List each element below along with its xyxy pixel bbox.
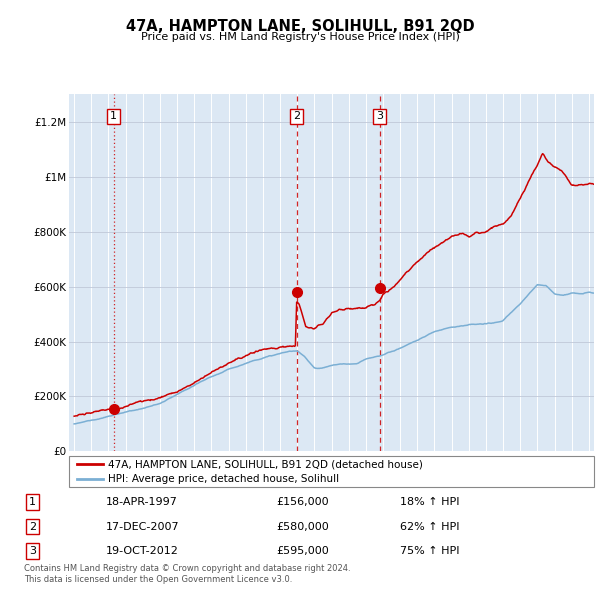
Text: This data is licensed under the Open Government Licence v3.0.: This data is licensed under the Open Gov… <box>24 575 292 584</box>
Text: 18-APR-1997: 18-APR-1997 <box>106 497 178 507</box>
Text: 2: 2 <box>293 112 300 122</box>
Text: 47A, HAMPTON LANE, SOLIHULL, B91 2QD: 47A, HAMPTON LANE, SOLIHULL, B91 2QD <box>125 19 475 34</box>
FancyBboxPatch shape <box>69 456 594 487</box>
Text: £580,000: £580,000 <box>277 522 329 532</box>
Text: 2: 2 <box>29 522 36 532</box>
Text: 62% ↑ HPI: 62% ↑ HPI <box>400 522 460 532</box>
Text: 18% ↑ HPI: 18% ↑ HPI <box>400 497 460 507</box>
Text: 17-DEC-2007: 17-DEC-2007 <box>106 522 179 532</box>
Text: 3: 3 <box>376 112 383 122</box>
Text: 1: 1 <box>110 112 117 122</box>
Text: 19-OCT-2012: 19-OCT-2012 <box>106 546 179 556</box>
Text: HPI: Average price, detached house, Solihull: HPI: Average price, detached house, Soli… <box>109 474 340 484</box>
Text: 75% ↑ HPI: 75% ↑ HPI <box>400 546 460 556</box>
Text: 47A, HAMPTON LANE, SOLIHULL, B91 2QD (detached house): 47A, HAMPTON LANE, SOLIHULL, B91 2QD (de… <box>109 460 423 470</box>
Text: £156,000: £156,000 <box>277 497 329 507</box>
Text: Contains HM Land Registry data © Crown copyright and database right 2024.: Contains HM Land Registry data © Crown c… <box>24 565 350 573</box>
Text: 3: 3 <box>29 546 36 556</box>
Text: £595,000: £595,000 <box>277 546 329 556</box>
Text: 1: 1 <box>29 497 36 507</box>
Text: Price paid vs. HM Land Registry's House Price Index (HPI): Price paid vs. HM Land Registry's House … <box>140 32 460 42</box>
